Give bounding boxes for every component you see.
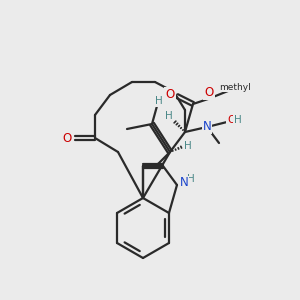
Text: methyl: methyl [219, 82, 251, 91]
Text: H: H [155, 96, 163, 106]
Text: H: H [165, 111, 173, 121]
Text: H: H [184, 141, 192, 151]
Text: O: O [227, 115, 235, 125]
Text: O: O [62, 131, 72, 145]
Text: O: O [204, 86, 214, 100]
Text: N: N [202, 121, 211, 134]
Text: H: H [187, 174, 195, 184]
Text: O: O [165, 88, 175, 100]
Text: N: N [180, 176, 188, 190]
Text: H: H [234, 115, 242, 125]
